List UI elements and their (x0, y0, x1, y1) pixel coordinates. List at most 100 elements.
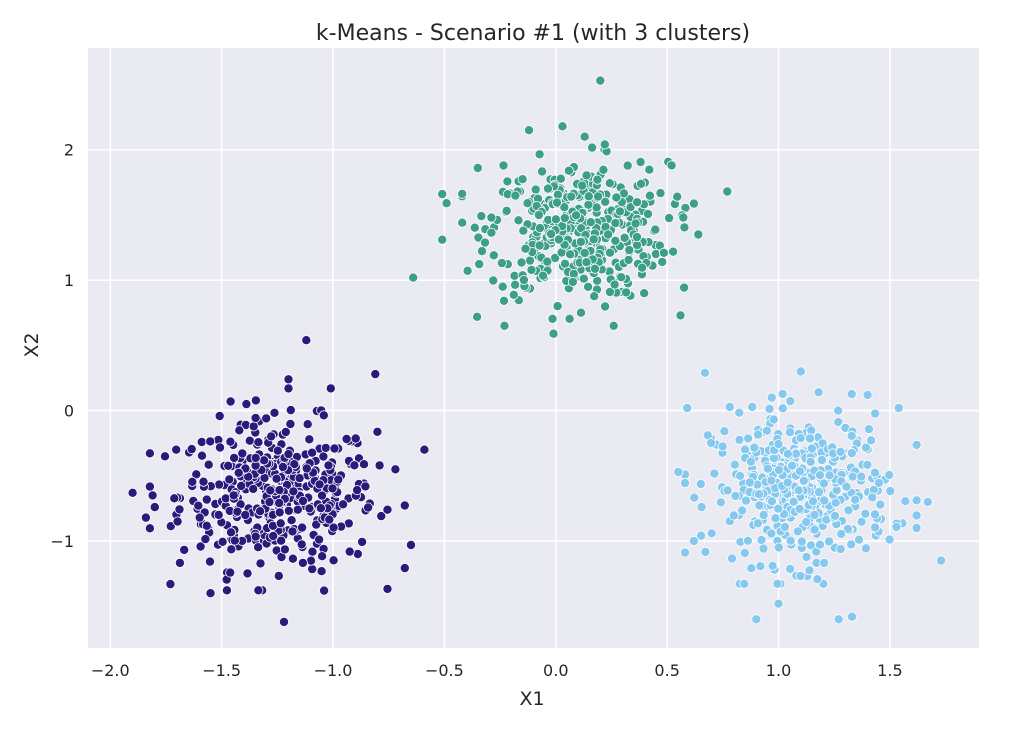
scatter-point (497, 281, 508, 292)
scatter-point (248, 483, 259, 494)
scatter-point (498, 295, 509, 306)
scatter-point (266, 431, 277, 442)
scatter-point (795, 433, 806, 444)
scatter-point (805, 433, 816, 444)
scatter-point (419, 444, 430, 455)
scatter-point (259, 455, 270, 466)
scatter-point (283, 374, 294, 385)
scatter-point (319, 585, 330, 596)
scatter-point (753, 429, 764, 440)
scatter-point (323, 460, 334, 471)
scatter-point (782, 477, 793, 488)
scatter-point (200, 534, 211, 545)
scatter-point (806, 443, 817, 454)
scatter-point (846, 539, 857, 550)
scatter-point (604, 178, 615, 189)
scatter-point (773, 598, 784, 609)
scatter-point (286, 515, 297, 526)
scatter-point (275, 518, 286, 529)
scatter-point (590, 263, 601, 274)
scatter-point (283, 505, 294, 516)
scatter-point (297, 557, 308, 568)
scatter-point (666, 160, 677, 171)
scatter-point (782, 448, 793, 459)
scatter-point (301, 463, 312, 474)
scatter-point (870, 408, 881, 419)
scatter-point (650, 224, 661, 235)
scatter-point (715, 497, 726, 508)
scatter-point (863, 424, 874, 435)
scatter-point (253, 437, 264, 448)
scatter-point (911, 510, 922, 521)
scatter-point (552, 301, 563, 312)
scatter-point (657, 256, 668, 267)
scatter-point (867, 492, 878, 503)
scatter-point (884, 534, 895, 545)
scatter-point (571, 210, 582, 221)
scatter-point (501, 205, 512, 216)
scatter-point (675, 310, 686, 321)
scatter-point (382, 583, 393, 594)
scatter-point (149, 502, 160, 513)
scatter-point (273, 570, 284, 581)
scatter-point (809, 509, 820, 520)
scatter-point (819, 495, 830, 506)
scatter-point (370, 369, 381, 380)
scatter-point (327, 483, 338, 494)
scatter-point (581, 257, 592, 268)
scatter-point (244, 435, 255, 446)
scatter-point (619, 232, 630, 243)
scatter-point (530, 184, 541, 195)
scatter-point (816, 454, 827, 465)
scatter-point (682, 402, 693, 413)
scatter-point (813, 487, 824, 498)
scatter-point (547, 313, 558, 324)
scatter-point (534, 149, 545, 160)
scatter-point (734, 407, 745, 418)
scatter-point (223, 460, 234, 471)
scatter-point (221, 585, 232, 596)
scatter-point (798, 475, 809, 486)
scatter-point (754, 489, 765, 500)
scatter-point (746, 563, 757, 574)
scatter-point (513, 215, 524, 226)
scatter-point (553, 234, 564, 245)
x-tick-label: 0.5 (654, 661, 679, 680)
scatter-point (408, 272, 419, 283)
scatter-point (226, 544, 237, 555)
scatter-point (329, 443, 340, 454)
scatter-point (847, 471, 858, 482)
scatter-point (743, 433, 754, 444)
scatter-point (198, 476, 209, 487)
scatter-point (264, 497, 275, 508)
scatter-point (297, 495, 308, 506)
scatter-point (147, 490, 158, 501)
scatter-point (740, 444, 751, 455)
y-tick-label: −1 (50, 532, 74, 551)
scatter-point (338, 499, 349, 510)
scatter-point (552, 197, 563, 208)
cluster-2-series (408, 75, 733, 339)
scatter-point (499, 320, 510, 331)
scatter-point (668, 246, 679, 257)
scatter-point (794, 466, 805, 477)
scatter-point (875, 499, 886, 510)
scatter-point (644, 190, 655, 201)
scatter-point (672, 191, 683, 202)
scatter-point (307, 546, 318, 557)
scatter-point (233, 467, 244, 478)
scatter-point (593, 191, 604, 202)
scatter-point (476, 211, 487, 222)
scatter-point (700, 546, 711, 557)
scatter-point (788, 496, 799, 507)
scatter-point (510, 190, 521, 201)
scatter-point (709, 468, 720, 479)
scatter-point (565, 249, 576, 260)
scatter-point (144, 481, 155, 492)
scatter-point (469, 222, 480, 233)
scatter-point (535, 223, 546, 234)
scatter-point (204, 556, 215, 567)
scatter-point (250, 531, 261, 542)
scatter-point (250, 452, 261, 463)
